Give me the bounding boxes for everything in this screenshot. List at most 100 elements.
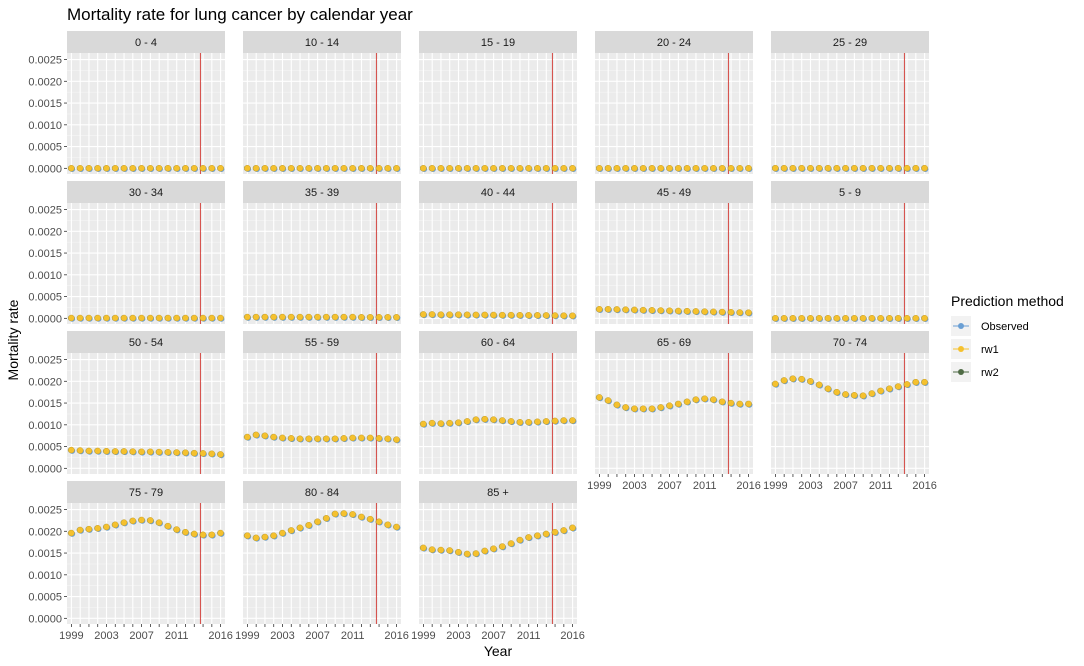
rw1-point <box>147 517 154 524</box>
panel: 35 - 39 <box>243 181 401 324</box>
rw1-point <box>138 448 145 456</box>
panels-group: 0 - 4 10 - 14 15 - 19 20 - 24 25 - 29 30 - 34… <box>67 31 929 624</box>
rw1-point <box>155 164 163 172</box>
rw1-point <box>727 164 735 172</box>
rw1-point <box>314 313 321 321</box>
rw1-point <box>824 164 832 172</box>
x-tick-labels: 1999 2003 2007 2011 2016 1999 2003 2007 2011 2016… <box>59 474 937 642</box>
x-tick-label: 1999 <box>411 630 435 642</box>
panel: 40 - 44 <box>419 181 577 324</box>
rw1-point <box>367 434 374 442</box>
rw1-point <box>76 526 84 534</box>
rw1-point <box>191 530 198 538</box>
rw1-point <box>868 164 876 172</box>
rw1-point <box>683 164 691 172</box>
rw1-point <box>375 164 383 172</box>
panel-strip-label: 20 - 24 <box>657 37 691 49</box>
rw1-point <box>490 311 497 319</box>
rw1-point <box>807 314 814 322</box>
rw1-point <box>314 518 321 525</box>
rw1-point <box>833 164 841 172</box>
panel: 60 - 64 <box>419 331 577 474</box>
rw1-point <box>569 524 576 532</box>
rw1-point <box>173 526 180 533</box>
rw1-point <box>155 448 163 456</box>
rw1-point <box>68 446 75 454</box>
y-tick-label: 0.0000 <box>28 313 62 325</box>
rw1-point <box>789 164 797 172</box>
x-tick-label: 2007 <box>657 480 681 492</box>
rw1-point <box>481 164 489 172</box>
rw1-point <box>490 545 497 552</box>
legend-key-point <box>958 369 964 375</box>
panel-strip <box>243 331 401 353</box>
rw1-point <box>349 434 356 442</box>
rw1-point <box>516 418 524 426</box>
rw1-point <box>314 435 321 442</box>
x-tick-label: 2003 <box>270 630 294 642</box>
rw1-point <box>68 164 75 172</box>
panel-strip-label: 35 - 39 <box>305 187 339 199</box>
legend-label: rw1 <box>981 344 999 356</box>
x-tick-label: 2003 <box>446 630 470 642</box>
panel-background <box>771 353 929 474</box>
panel-strip <box>67 31 225 53</box>
panel-strip-label: 10 - 14 <box>305 37 339 49</box>
rw1-point <box>375 518 383 525</box>
panel-strip <box>243 481 401 503</box>
panel-strip <box>419 181 577 203</box>
rw1-point <box>331 435 339 442</box>
rw1-point <box>85 314 93 322</box>
rw1-point <box>446 311 453 318</box>
rw1-point <box>112 448 119 455</box>
rw1-point <box>692 308 700 315</box>
rw1-point <box>129 517 137 525</box>
rw1-point <box>507 311 515 319</box>
rw1-point <box>120 314 128 322</box>
rw1-point <box>279 434 286 442</box>
rw1-point <box>551 417 559 425</box>
rw1-point <box>543 312 550 319</box>
panel: 50 - 54 <box>67 331 225 474</box>
rw1-point <box>710 396 717 403</box>
y-tick-label: 0.0010 <box>28 120 62 132</box>
y-tick-label: 0.0025 <box>28 205 62 217</box>
y-tick-label: 0.0020 <box>28 526 62 538</box>
rw1-point <box>631 405 638 412</box>
panel-background <box>419 203 577 324</box>
rw1-point <box>719 308 726 316</box>
rw1-point <box>446 547 453 554</box>
rw1-point <box>455 311 462 318</box>
rw1-point <box>208 531 216 539</box>
rw1-point <box>147 164 154 172</box>
rw1-point <box>199 450 207 457</box>
panel-background <box>595 53 753 174</box>
rw1-point <box>560 312 568 319</box>
rw1-point <box>921 164 928 172</box>
y-tick-labels: 0.0000 0.0005 0.0010 0.0015 0.0020 0.0025 0.00… <box>28 55 67 625</box>
rw1-point <box>437 546 445 554</box>
panel-strip <box>771 31 929 53</box>
x-tick-label: 2016 <box>208 630 232 642</box>
rw1-point <box>182 314 189 322</box>
rw1-point <box>437 311 445 318</box>
rw1-point <box>217 451 224 458</box>
rw1-point <box>560 417 568 424</box>
rw1-point <box>736 309 744 316</box>
rw1-point <box>736 400 744 408</box>
rw1-point <box>358 314 365 321</box>
rw1-point <box>182 164 189 172</box>
x-tick-label: 2011 <box>869 480 893 492</box>
rw1-point <box>490 164 497 172</box>
rw1-point <box>323 313 330 321</box>
rw1-point <box>305 521 313 529</box>
rw1-point <box>833 388 841 396</box>
y-tick-label: 0.0010 <box>28 270 62 282</box>
rw1-point <box>675 400 682 408</box>
panel-background <box>595 203 753 324</box>
rw1-point <box>270 164 277 172</box>
rw1-point <box>112 164 119 172</box>
rw1-point <box>719 398 726 405</box>
rw1-point <box>261 164 269 172</box>
rw1-point <box>112 314 119 322</box>
